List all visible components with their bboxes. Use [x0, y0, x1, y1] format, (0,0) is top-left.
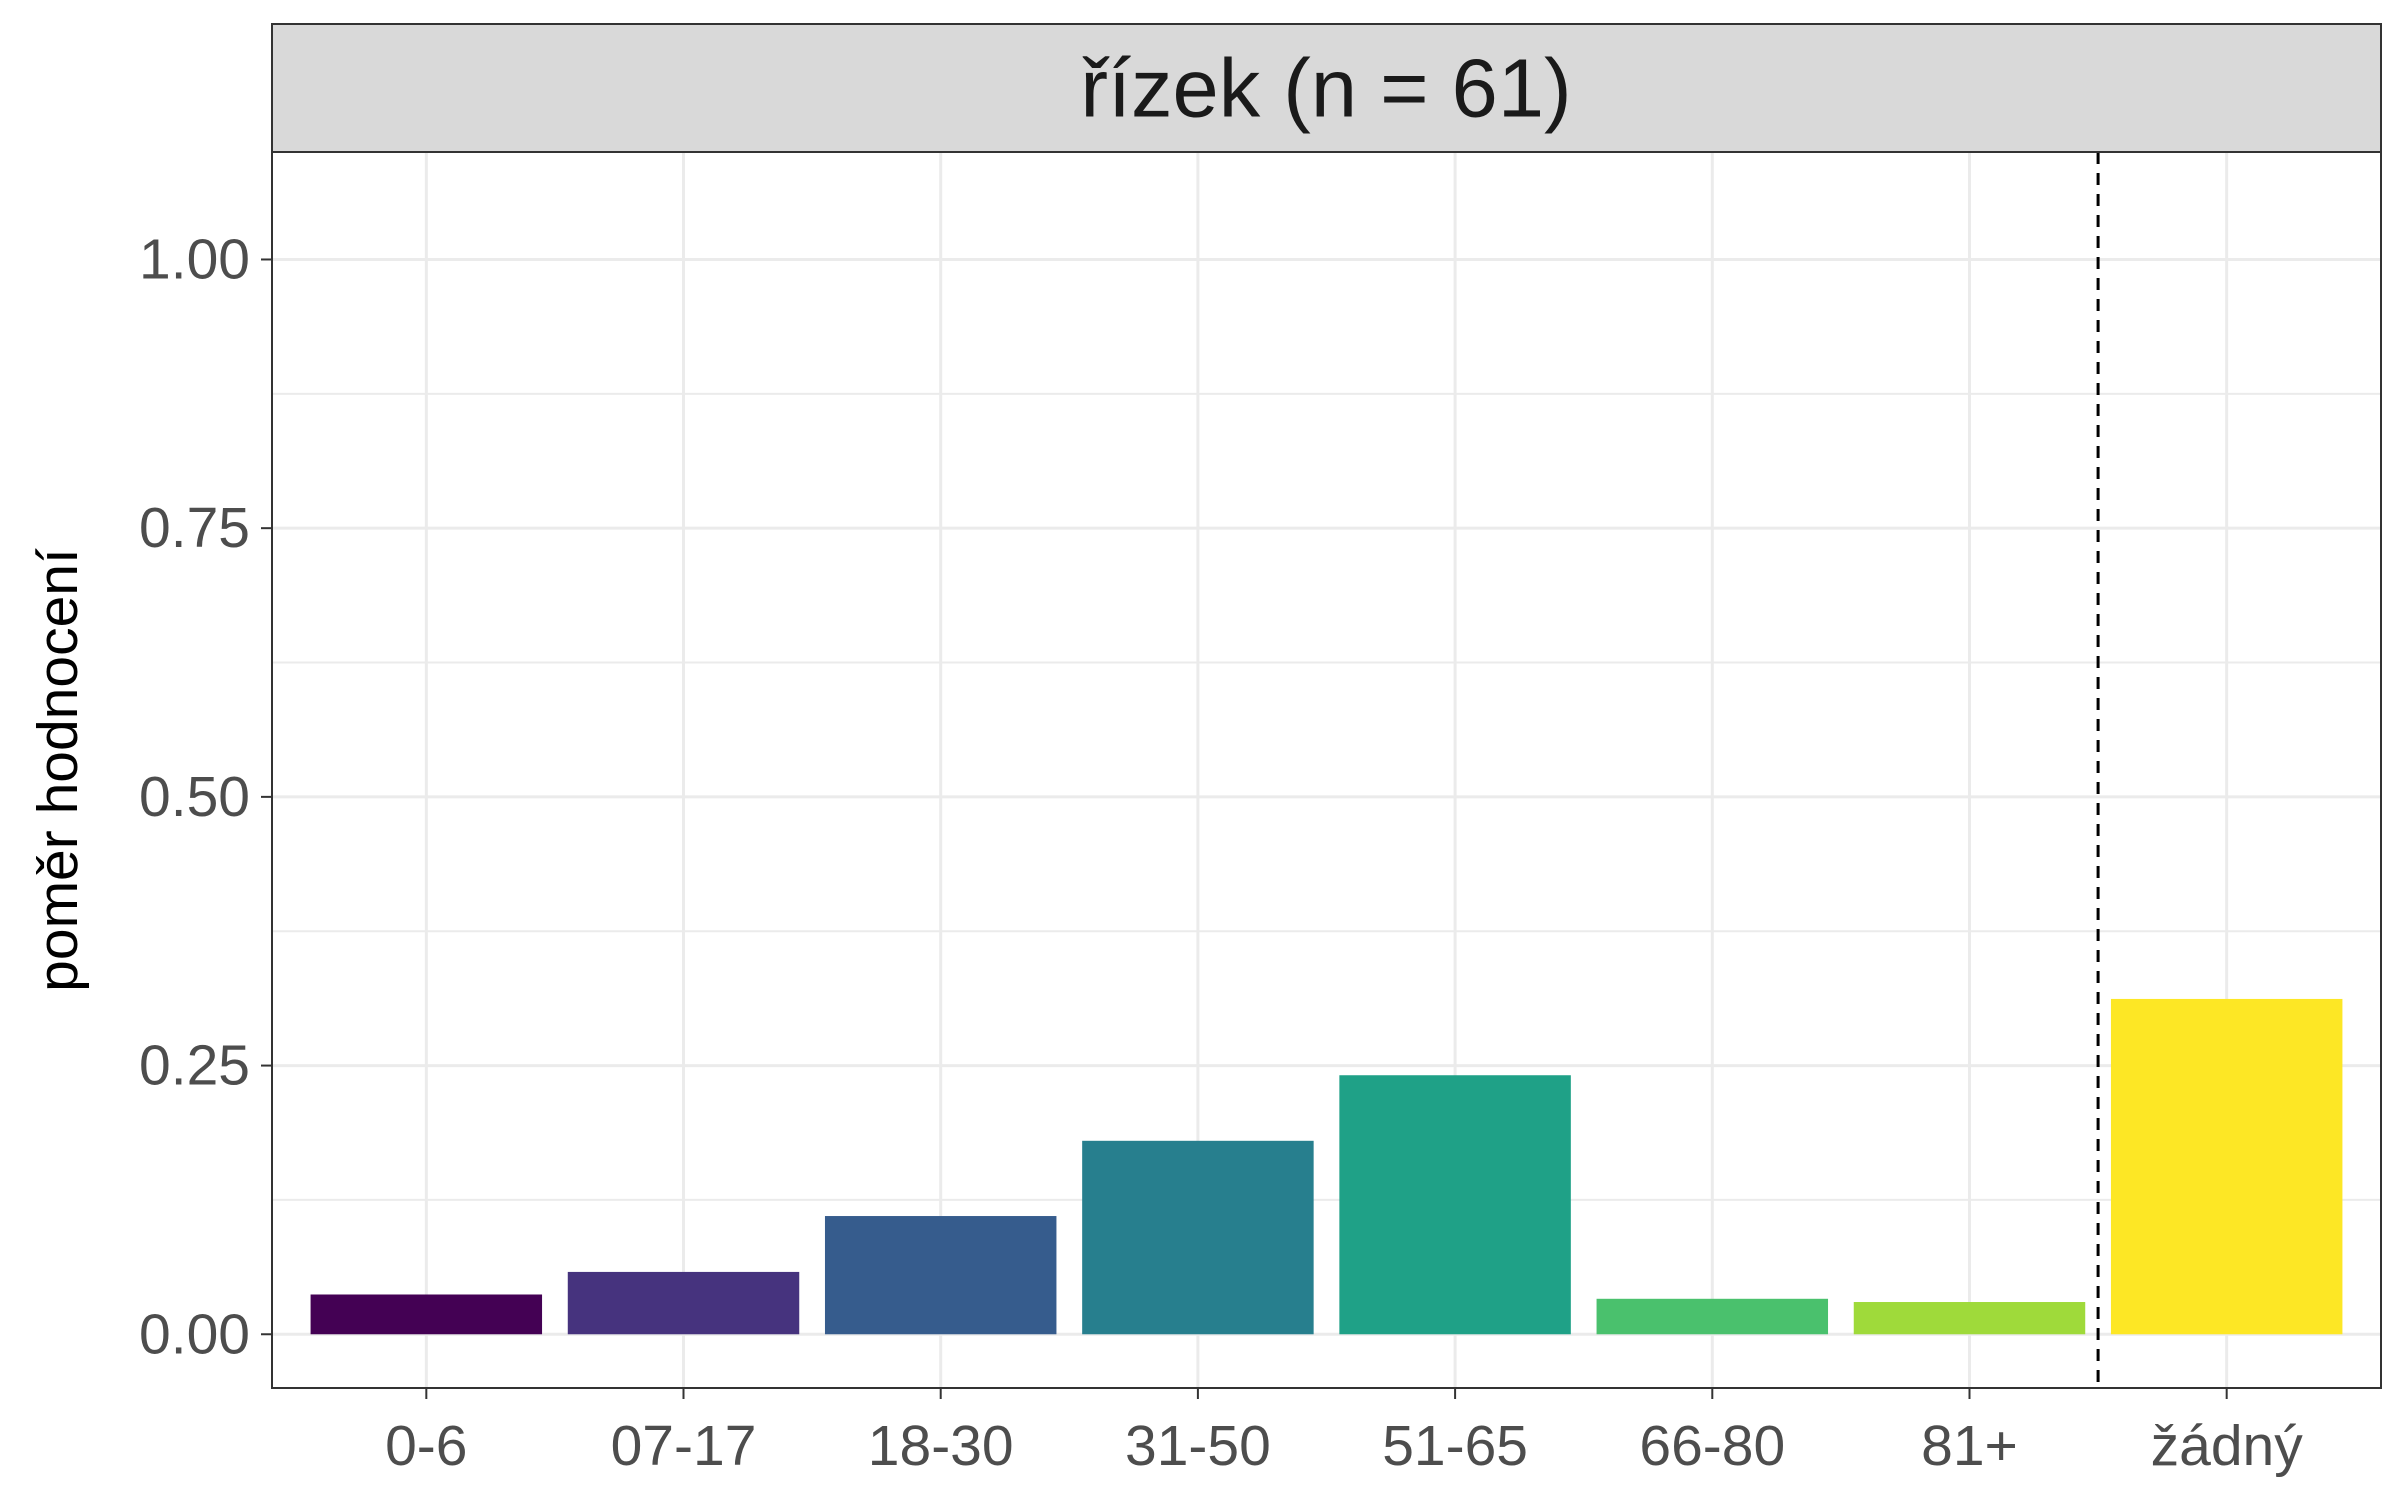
x-tick-label: 07-17 — [611, 1414, 757, 1478]
facet-strip — [271, 23, 2382, 153]
bars — [310, 998, 2343, 1335]
x-tick-label: 18-30 — [868, 1414, 1014, 1478]
bar-18-30 — [824, 1216, 1057, 1335]
x-tick-label: žádný — [2151, 1414, 2304, 1478]
x-tick-label: 0-6 — [385, 1414, 467, 1478]
y-tick-label: 0.25 — [139, 1034, 250, 1098]
bar-žádný — [2110, 998, 2343, 1335]
bar-51-65 — [1339, 1075, 1571, 1335]
facet-title: řízek (n = 61) — [1080, 42, 1571, 135]
x-axis: 0-6 07-17 18-30 31-50 51-65 66-80 81+ žádný — [385, 1388, 2303, 1478]
y-tick-label: 0.00 — [139, 1302, 250, 1366]
x-tick-label: 31-50 — [1125, 1414, 1271, 1478]
bar-0-6 — [310, 1294, 543, 1335]
minor-gridlines — [272, 392, 2381, 1201]
y-tick-label: 0.75 — [139, 496, 250, 560]
bar-31-50 — [1082, 1140, 1314, 1335]
bar-66-80 — [1596, 1298, 1829, 1335]
y-axis-title: poměr hodnocení — [26, 548, 90, 992]
bar-07-17 — [567, 1271, 800, 1335]
plot-panel — [272, 152, 2381, 1388]
x-tick-label: 51-65 — [1382, 1414, 1528, 1478]
x-tick-label: 66-80 — [1639, 1414, 1785, 1478]
y-axis: 0.00 0.25 0.50 0.75 1.00 — [139, 227, 272, 1366]
y-tick-label: 0.50 — [139, 765, 250, 829]
bar-81+ — [1853, 1302, 2086, 1335]
x-tick-label: 81+ — [1921, 1414, 2018, 1478]
y-tick-label: 1.00 — [139, 227, 250, 291]
